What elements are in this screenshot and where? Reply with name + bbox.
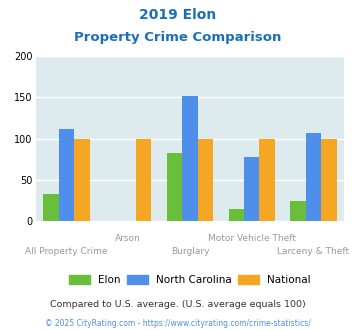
Text: © 2025 CityRating.com - https://www.cityrating.com/crime-statistics/: © 2025 CityRating.com - https://www.city… [45,319,310,328]
Bar [306,133,321,221]
Text: All Property Crime: All Property Crime [25,248,108,256]
Text: 2019 Elon: 2019 Elon [139,8,216,22]
Bar [167,152,182,221]
Legend: Elon, North Carolina, National: Elon, North Carolina, National [69,275,311,285]
Bar [244,157,260,221]
Bar [59,129,74,221]
Bar [321,139,337,221]
Bar [290,201,306,221]
Bar [182,96,198,221]
Bar [260,139,275,221]
Bar [74,139,89,221]
Text: Larceny & Theft: Larceny & Theft [277,248,350,256]
Bar [136,139,151,221]
Bar [43,194,59,221]
Text: Compared to U.S. average. (U.S. average equals 100): Compared to U.S. average. (U.S. average … [50,300,305,309]
Text: Burglary: Burglary [171,248,209,256]
Text: Motor Vehicle Theft: Motor Vehicle Theft [208,234,296,243]
Bar [229,209,244,221]
Bar [198,139,213,221]
Text: Property Crime Comparison: Property Crime Comparison [74,31,281,44]
Text: Arson: Arson [115,234,141,243]
